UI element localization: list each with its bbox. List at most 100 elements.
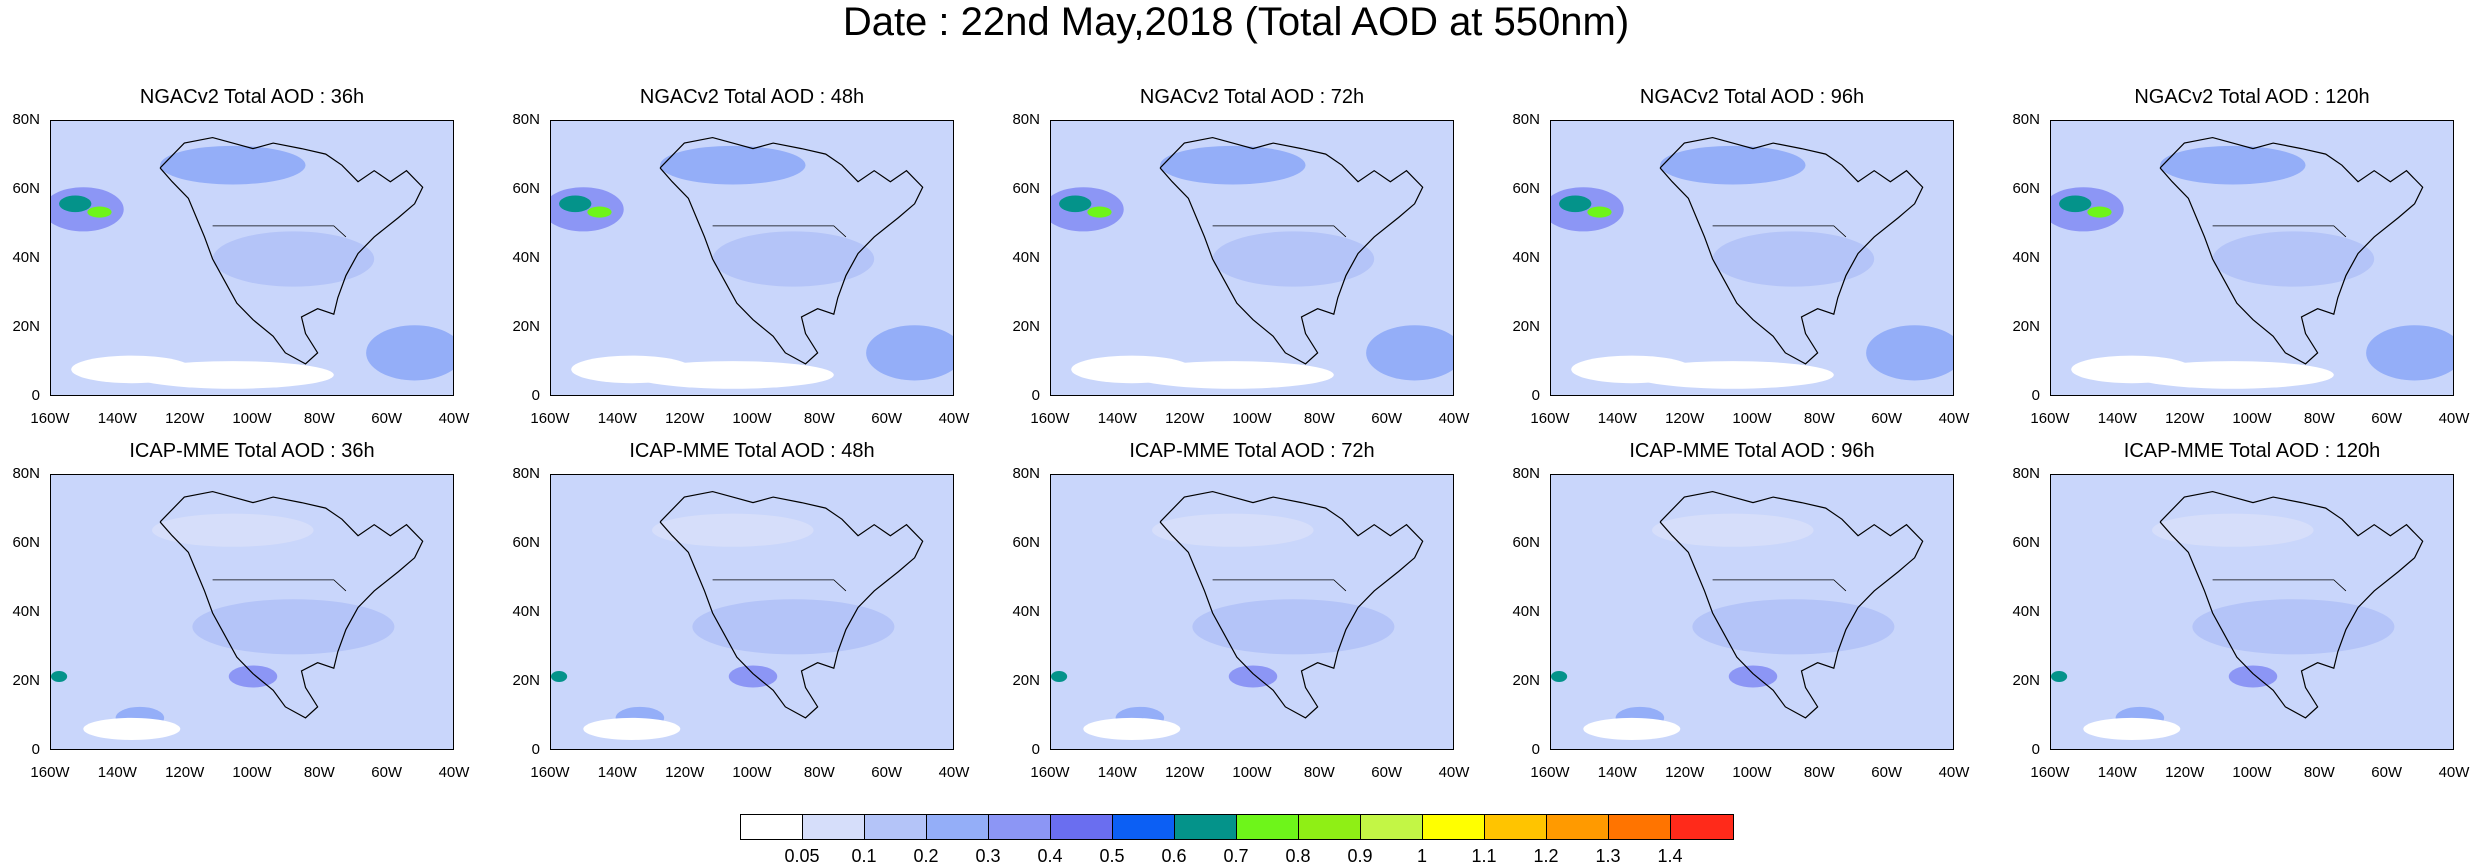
lat-tick-label: 80N [512,111,540,128]
lat-tick-label: 0 [531,741,540,758]
aod-shading [59,195,92,213]
colorbar-label: 0.2 [913,846,939,866]
lon-tick-label: 160W [30,410,70,427]
aod-shading [583,717,681,740]
aod-map [1550,474,1954,750]
coastline [1159,136,1424,365]
lat-tick-label: 40N [1512,249,1540,266]
colorbar-label: 0.1 [851,846,877,866]
aod-shading [192,599,395,655]
aod-shading [1559,195,1592,213]
national-border [1712,579,1847,592]
aod-map [550,474,954,750]
lat-tick-label: 60N [2012,534,2040,551]
lon-tick-label: 160W [2030,410,2070,427]
lon-tick-label: 80W [803,410,835,427]
aod-shading [1551,187,1624,232]
map-panel: ICAP-MME Total AOD : 72h 80N 60N 40N 20N 0 160… [1012,440,1469,781]
national-border [712,579,847,592]
colorbar-label: 0.7 [1223,846,1249,866]
lon-tick-label: 60W [1871,410,1903,427]
colorbar-label: 1.3 [1595,846,1621,866]
colorbar-swatch [741,815,803,839]
lat-tick-label: 60N [12,534,40,551]
colorbar-label: 1 [1416,846,1428,866]
aod-shading [692,599,895,655]
lon-tick-label: 80W [2303,764,2335,781]
lat-tick-label: 80N [12,111,40,128]
lat-tick-label: 80N [2012,111,2040,128]
lat-tick-label: 40N [1012,603,1040,620]
aod-shading [2051,670,2068,682]
lat-tick-label: 0 [2031,741,2040,758]
lat-tick-label: 40N [12,603,40,620]
aod-map [2050,474,2454,750]
lon-tick-label: 120W [665,410,705,427]
panel-title: ICAP-MME Total AOD : 36h [129,440,375,462]
map-panel: NGACv2 Total AOD : 96h 80N 60N 40N 20N 0 160W 1… [1512,86,1969,427]
colorbar-label: 0.8 [1285,846,1311,866]
aod-shading [1192,599,1395,655]
aod-shading [366,325,453,381]
lon-tick-label: 140W [2097,764,2137,781]
colorbar-label: 0.05 [784,846,820,866]
aod-shading [1083,717,1181,740]
lon-tick-label: 140W [1597,410,1637,427]
lat-tick-label: 40N [1512,603,1540,620]
lon-tick-label: 120W [2165,410,2205,427]
aod-shading [1692,599,1895,655]
lon-tick-label: 120W [1165,410,1205,427]
aod-shading [2366,325,2453,381]
aod-shading [551,187,624,232]
lon-tick-label: 120W [1665,764,1705,781]
map-panel: NGACv2 Total AOD : 48h 80N 60N 40N 20N 0 160W 1… [512,86,969,427]
aod-shading [1660,145,1806,185]
aod-shading [712,231,875,287]
lon-tick-label: 40W [438,410,470,427]
coastline [159,490,424,719]
lon-tick-label: 40W [438,764,470,781]
lon-tick-label: 120W [165,764,205,781]
national-border [712,225,847,238]
lon-tick-label: 120W [2165,764,2205,781]
lat-tick-label: 80N [12,465,40,482]
national-border [212,225,347,238]
aod-shading [71,355,193,384]
lat-tick-label: 60N [512,180,540,197]
colorbar-label: 0.6 [1161,846,1187,866]
lon-tick-label: 100W [2232,410,2272,427]
map-panel: NGACv2 Total AOD : 36h 80N 60N 40N 20N 0 160W 1… [12,86,469,427]
panel-title: ICAP-MME Total AOD : 120h [2123,440,2381,462]
lon-tick-label: 40W [938,410,970,427]
lat-tick-label: 40N [512,249,540,266]
aod-shading [1212,231,1375,287]
lon-tick-label: 160W [1530,764,1570,781]
colorbar [740,814,1734,840]
aod-shading [1652,513,1814,547]
colorbar-swatch [1671,815,1733,839]
lon-tick-label: 80W [1803,410,1835,427]
lat-tick-label: 0 [31,387,40,404]
lat-tick-label: 0 [1531,741,1540,758]
aod-shading [652,513,814,547]
national-border [212,579,347,592]
aod-shading [1366,325,1453,381]
aod-map [50,120,454,396]
aod-shading [2059,195,2092,213]
lon-tick-label: 80W [1303,410,1335,427]
lon-tick-label: 120W [665,764,705,781]
aod-map [1050,120,1454,396]
aod-shading [1059,195,1092,213]
lon-tick-label: 140W [2097,410,2137,427]
aod-shading [866,325,953,381]
coastline [659,490,924,719]
map-panel: ICAP-MME Total AOD : 36h 80N 60N 40N 20N 0 160… [12,440,469,781]
lon-tick-label: 140W [1097,764,1137,781]
lat-tick-label: 20N [1512,672,1540,689]
lon-tick-label: 140W [97,764,137,781]
aod-shading [1071,355,1193,384]
lat-tick-label: 0 [1531,387,1540,404]
coastline [2159,490,2424,719]
colorbar-label: 0.3 [975,846,1001,866]
panel-title: NGACv2 Total AOD : 96h [1639,86,1865,108]
